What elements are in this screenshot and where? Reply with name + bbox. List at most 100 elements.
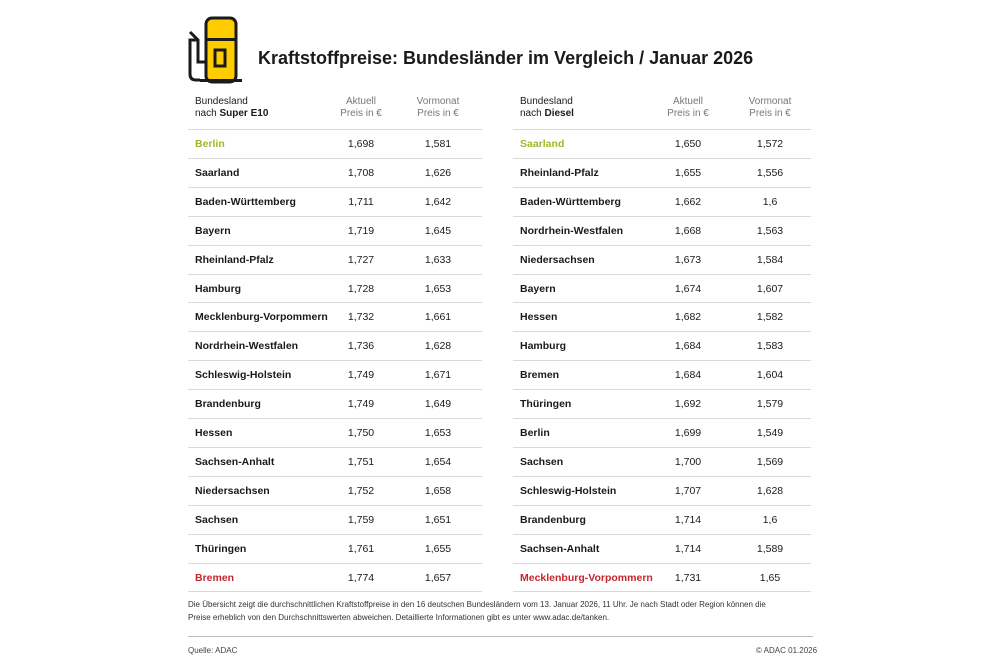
state-name: Hessen bbox=[195, 427, 233, 439]
state-name: Schleswig-Holstein bbox=[195, 369, 292, 382]
previous-price: 1,549 bbox=[756, 427, 784, 439]
previous-price: 1,604 bbox=[756, 369, 784, 382]
state-name: Bayern bbox=[195, 224, 231, 237]
state-name: Mecklenburg-Vorpommern bbox=[520, 571, 653, 584]
table-row: Mecklenburg-Vorpommern 1,732 1,661 bbox=[188, 302, 482, 332]
header-line: nach Super E10 bbox=[195, 108, 268, 120]
state-name: Bremen bbox=[195, 571, 235, 584]
previous-price: 1,6 bbox=[762, 195, 778, 208]
table-row: Rheinland-Pfalz 1,727 1,633 bbox=[188, 244, 482, 275]
current-price: 1,674 bbox=[674, 282, 702, 295]
current-price: 1,749 bbox=[347, 369, 375, 382]
footnote: Die Übersicht zeigt die durchschnittlich… bbox=[188, 600, 766, 622]
previous-price: 1,655 bbox=[424, 542, 452, 555]
previous-price: 1,626 bbox=[424, 166, 452, 179]
previous-price: 1,649 bbox=[424, 398, 452, 411]
table-row: Sachsen-Anhalt 1,714 1,589 bbox=[513, 533, 811, 564]
current-price: 1,727 bbox=[347, 253, 375, 266]
previous-price: 1,651 bbox=[424, 513, 452, 526]
table-row: Hessen 1,750 1,653 bbox=[188, 418, 482, 448]
previous-price: 1,671 bbox=[424, 369, 452, 382]
state-name: Sachsen bbox=[520, 455, 564, 468]
previous-price: 1,563 bbox=[756, 224, 784, 237]
column-header: Aktuell Preis in € bbox=[648, 96, 728, 120]
current-price: 1,752 bbox=[347, 484, 375, 497]
header-line: Preis in € bbox=[340, 108, 382, 119]
header-text: nach bbox=[520, 108, 542, 119]
current-price: 1,732 bbox=[347, 311, 375, 324]
title: Kraftstoffpreise: Bundesländer im Vergle… bbox=[258, 48, 754, 68]
state-name: Nordrhein-Westfalen bbox=[520, 224, 624, 237]
state-name: Hamburg bbox=[195, 282, 242, 295]
table-row: Bayern 1,719 1,645 bbox=[188, 215, 482, 246]
previous-price: 1,645 bbox=[424, 224, 452, 237]
state-name: Mecklenburg-Vorpommern bbox=[195, 311, 328, 324]
current-price: 1,708 bbox=[347, 166, 375, 179]
table-row: Niedersachsen 1,673 1,584 bbox=[513, 244, 811, 275]
table-row: Niedersachsen 1,752 1,658 bbox=[188, 475, 482, 506]
current-price: 1,655 bbox=[674, 166, 702, 179]
current-price: 1,700 bbox=[674, 455, 702, 468]
price-table: Bundesland nach Super E10 Aktuell Preis in … bbox=[188, 96, 482, 596]
current-price: 1,673 bbox=[674, 253, 702, 266]
state-name: Hamburg bbox=[520, 340, 567, 353]
header-line: Aktuell bbox=[672, 96, 703, 107]
table-row: Brandenburg 1,714 1,6 bbox=[513, 504, 811, 535]
table-bottom-line bbox=[513, 591, 811, 593]
header-line: Bundesland bbox=[520, 96, 573, 107]
state-name: Thüringen bbox=[520, 398, 572, 411]
column-header: Bundesland nach Super E10 bbox=[195, 96, 268, 120]
previous-price: 1,584 bbox=[756, 253, 784, 266]
table-row: Sachsen 1,700 1,569 bbox=[513, 446, 811, 477]
previous-price: 1,556 bbox=[756, 166, 784, 179]
current-price: 1,668 bbox=[674, 224, 702, 237]
column-header: Vormonat Preis in € bbox=[730, 96, 810, 120]
table-row: Bremen 1,684 1,604 bbox=[513, 360, 811, 390]
state-name: Niedersachsen bbox=[520, 253, 595, 266]
current-price: 1,714 bbox=[674, 513, 702, 526]
previous-price: 1,581 bbox=[424, 138, 452, 150]
table-row: Brandenburg 1,749 1,649 bbox=[188, 389, 482, 419]
state-name: Nordrhein-Westfalen bbox=[195, 340, 299, 353]
current-price: 1,759 bbox=[347, 513, 375, 526]
column-header: Bundesland nach Diesel bbox=[520, 96, 574, 120]
current-price: 1,719 bbox=[347, 224, 375, 237]
table-row: Thüringen 1,692 1,579 bbox=[513, 389, 811, 419]
column-header: Vormonat Preis in € bbox=[398, 96, 478, 120]
current-price: 1,684 bbox=[674, 340, 702, 353]
state-name: Rheinland-Pfalz bbox=[520, 166, 599, 179]
state-name: Bayern bbox=[520, 282, 556, 295]
current-price: 1,699 bbox=[674, 427, 702, 439]
table-row: Nordrhein-Westfalen 1,736 1,628 bbox=[188, 331, 482, 361]
state-name: Saarland bbox=[195, 166, 240, 179]
current-price: 1,650 bbox=[674, 138, 702, 150]
previous-price: 1,657 bbox=[424, 571, 452, 584]
header-line: nach Diesel bbox=[520, 108, 574, 120]
fuel-type: Super E10 bbox=[219, 108, 269, 119]
state-name: Rheinland-Pfalz bbox=[195, 253, 274, 266]
previous-price: 1,6 bbox=[762, 513, 778, 526]
current-price: 1,698 bbox=[347, 138, 375, 150]
state-name: Baden-Württemberg bbox=[520, 195, 621, 208]
header-line: Aktuell bbox=[345, 96, 376, 107]
previous-price: 1,569 bbox=[756, 455, 784, 468]
state-name: Niedersachsen bbox=[195, 484, 270, 497]
previous-price: 1,65 bbox=[759, 571, 781, 584]
table-row: Bremen 1,774 1,657 bbox=[188, 562, 482, 593]
current-price: 1,774 bbox=[347, 571, 375, 584]
table-row: Hamburg 1,684 1,583 bbox=[513, 331, 811, 361]
state-name: Sachsen-Anhalt bbox=[520, 542, 600, 555]
copyright: © ADAC 01.2026 bbox=[756, 646, 818, 655]
current-price: 1,684 bbox=[674, 369, 702, 382]
table-row: Nordrhein-Westfalen 1,668 1,563 bbox=[513, 215, 811, 246]
previous-price: 1,653 bbox=[424, 282, 452, 295]
state-name: Baden-Württemberg bbox=[195, 195, 296, 208]
current-price: 1,711 bbox=[348, 195, 374, 208]
column-header: Aktuell Preis in € bbox=[321, 96, 401, 120]
header-line: Vormonat bbox=[748, 96, 792, 107]
header-line: Preis in € bbox=[667, 108, 709, 119]
fuel-type: Diesel bbox=[544, 108, 574, 119]
table-row: Hamburg 1,728 1,653 bbox=[188, 273, 482, 304]
state-name: Sachsen-Anhalt bbox=[195, 455, 275, 468]
previous-price: 1,633 bbox=[424, 253, 452, 266]
